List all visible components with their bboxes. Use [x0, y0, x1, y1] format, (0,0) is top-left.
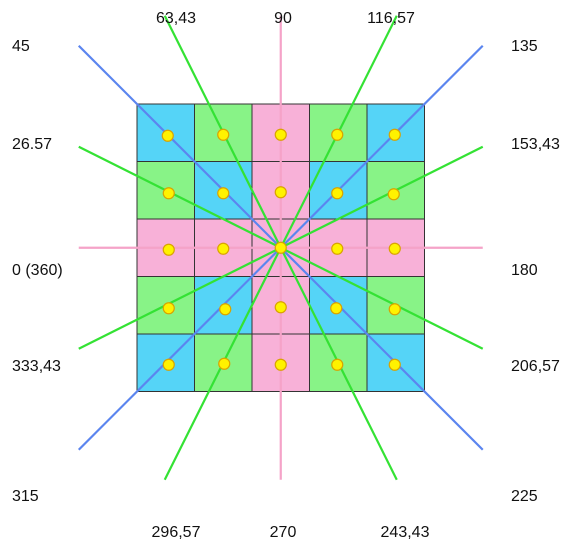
cell-dot	[274, 241, 287, 254]
cell-dot	[274, 358, 287, 371]
angle-line-206-57	[280, 246, 484, 350]
angle-label-0-360: 0 (360)	[12, 262, 63, 279]
cell-dot	[219, 303, 232, 316]
cell-dot	[387, 188, 400, 201]
angle-line-135	[279, 44, 484, 249]
grid-cell-green	[194, 333, 253, 392]
angle-label-26-57: 26.57	[12, 136, 53, 153]
cell-dot	[331, 358, 344, 371]
cell-dot	[217, 242, 230, 255]
angle-label-63-43: 63,43	[155, 10, 197, 27]
angle-label-180: 180	[511, 262, 538, 279]
angle-line-315	[77, 246, 282, 451]
cell-dot	[331, 242, 344, 255]
cell-dot	[274, 186, 287, 199]
angle-line-26-57	[78, 145, 282, 249]
cell-dot	[331, 187, 344, 200]
angle-line-333-43	[78, 246, 282, 350]
cell-dot	[162, 243, 175, 256]
angle-label-225: 225	[511, 488, 538, 505]
cell-dot	[161, 129, 174, 142]
cell-dot	[218, 357, 231, 370]
angle-label-333-43: 333,43	[12, 358, 61, 375]
angle-line-225	[279, 246, 484, 451]
angle-label-206-57: 206,57	[511, 358, 560, 375]
cell-dot	[274, 128, 287, 141]
angle-label-296-57: 296,57	[151, 524, 201, 541]
cell-dot	[388, 303, 401, 316]
cell-dot	[388, 128, 401, 141]
angle-line-153-43	[280, 145, 484, 249]
cell-dot	[331, 128, 344, 141]
angle-label-135: 135	[511, 38, 538, 55]
angle-line-45	[77, 44, 282, 249]
cell-dot	[162, 358, 175, 371]
cell-dot	[162, 302, 175, 315]
angle-label-45: 45	[12, 38, 30, 55]
angle-label-153-43: 153,43	[511, 136, 560, 153]
angle-label-243-43: 243,43	[380, 524, 430, 541]
cell-dot	[217, 128, 230, 141]
cell-dot	[388, 358, 401, 371]
cell-dot	[274, 301, 287, 314]
cell-dots	[161, 128, 401, 371]
angle-label-90: 90	[274, 10, 292, 27]
cell-dot	[162, 187, 175, 200]
angle-label-116-57: 116,57	[367, 10, 415, 27]
angle-label-315: 315	[12, 488, 39, 505]
angle-label-270: 270	[269, 524, 297, 541]
cell-dot	[217, 187, 230, 200]
cell-dot	[330, 302, 343, 315]
cell-dot	[388, 242, 401, 255]
